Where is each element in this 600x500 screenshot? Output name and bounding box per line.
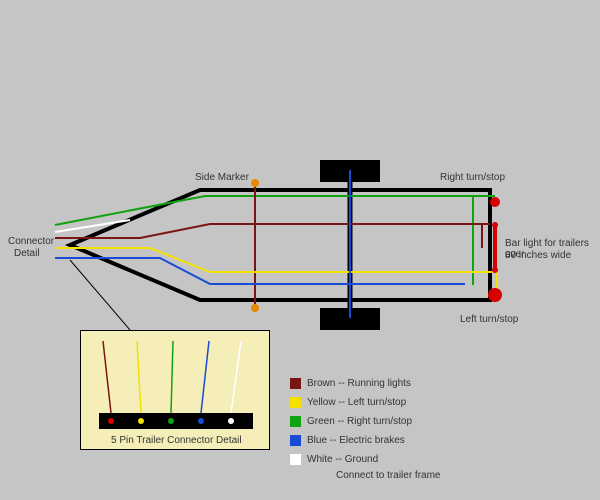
pin-green	[168, 418, 174, 424]
side-marker-top	[251, 179, 259, 187]
legend-yellow: Yellow -- Left turn/stop	[307, 397, 406, 408]
connector-detail-box: 5 Pin Trailer Connector Detail	[80, 330, 270, 450]
connector-label-bottom: Detail	[14, 248, 40, 259]
pin-brown	[108, 418, 114, 424]
bar-light-label-2: 80 inches wide	[505, 250, 571, 261]
side-marker-bottom	[251, 304, 259, 312]
pin-yellow	[138, 418, 144, 424]
legend-white: White -- Ground	[307, 454, 378, 465]
left-turn-light	[488, 288, 502, 302]
legend-white-sub: Connect to trailer frame	[336, 470, 441, 481]
legend-green: Green -- Right turn/stop	[307, 416, 412, 427]
right-turn-light	[490, 197, 500, 207]
pin-white	[228, 418, 234, 424]
connector-label-top: Connector	[8, 236, 54, 247]
pin-blue	[198, 418, 204, 424]
wire-yellow	[55, 248, 497, 292]
legend-blue: Blue -- Electric brakes	[307, 435, 405, 446]
wire-blue	[55, 170, 465, 318]
legend: Brown -- Running lights Yellow -- Left t…	[290, 378, 441, 486]
wire-brown	[55, 183, 490, 305]
left-turn-label: Left turn/stop	[460, 314, 518, 325]
legend-brown: Brown -- Running lights	[307, 378, 411, 389]
right-turn-label: Right turn/stop	[440, 172, 505, 183]
side-marker-label: Side Marker	[195, 172, 249, 183]
connector-detail-caption: 5 Pin Trailer Connector Detail	[111, 435, 242, 446]
